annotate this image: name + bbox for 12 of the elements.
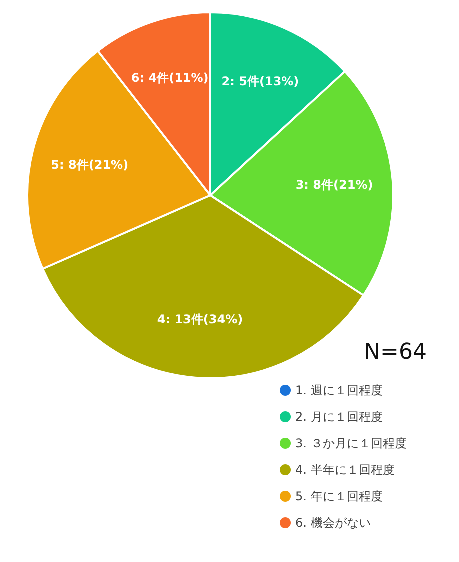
text: N=64 — [364, 340, 427, 365]
data-label: 6: 4件(11%) — [131, 70, 209, 85]
data-label: 3: 8件(21%) — [296, 178, 374, 192]
legend-label: 2. 月に１回程度 — [296, 410, 383, 424]
legend-label: 4. 半年に１回程度 — [296, 463, 395, 477]
data-label: 5: 8件(21%) — [51, 158, 129, 172]
data-label: 4: 13件(34%) — [157, 312, 244, 327]
legend-label: 6. 機会がない — [296, 516, 371, 530]
legend-label: 5. 年に１回程度 — [296, 490, 383, 504]
data-label: 2: 5件(13%) — [222, 74, 300, 89]
legend-label: 3. ３か月に１回程度 — [296, 436, 407, 450]
legend-label: 1. 週に１回程度 — [296, 384, 383, 398]
